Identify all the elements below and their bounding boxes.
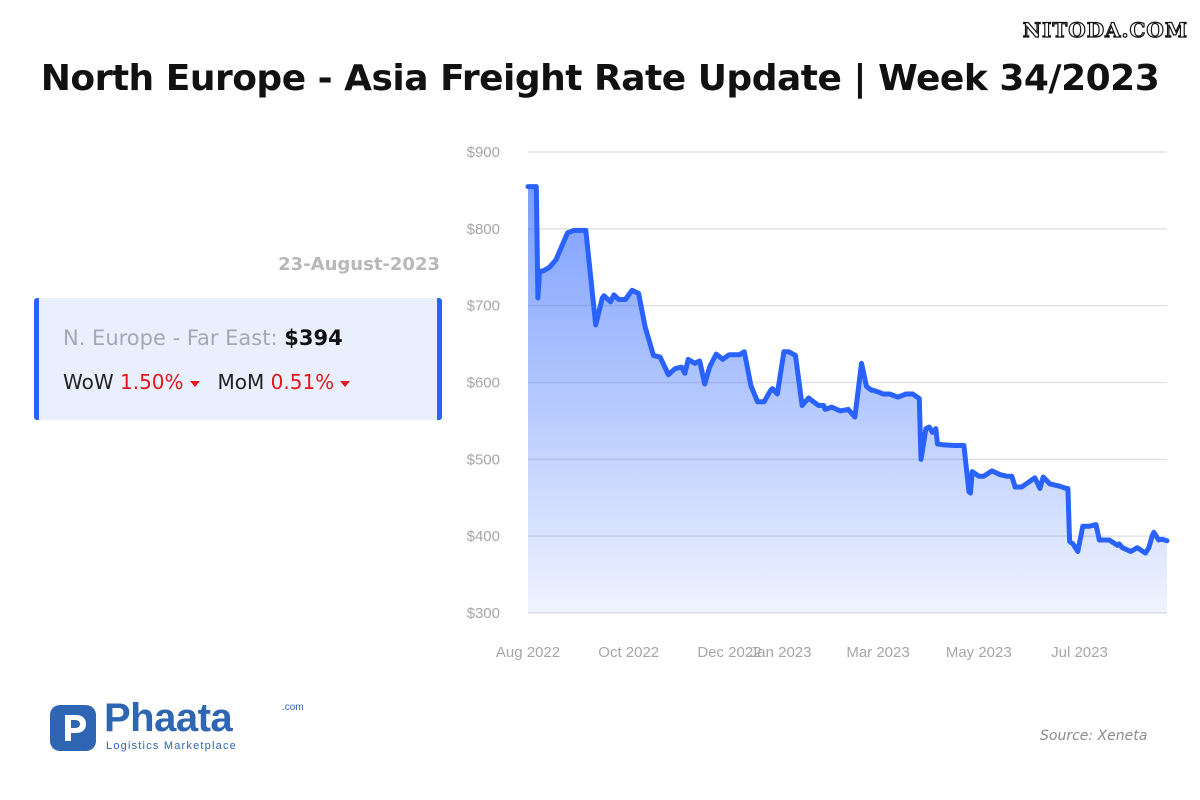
series-area [528,186,1167,613]
y-tick-label: $700 [467,298,500,315]
rate-summary-card: N. Europe - Far East: $394 WoW 1.50% MoM … [34,298,442,420]
brand-name: Phaata [104,696,233,740]
caret-down-icon [189,380,200,387]
watermark: NITODA.COM [1022,17,1188,42]
y-tick-label: $500 [467,451,500,468]
brand-tld: .com [282,702,304,713]
brand-p-icon [50,705,96,751]
brand-tagline: Logistics Marketplace [106,740,237,752]
source-note: Source: Xeneta [1040,728,1148,744]
y-tick-label: $400 [467,528,500,545]
y-tick-label: $900 [467,144,500,161]
x-tick-label: Oct 2022 [598,644,659,661]
page-title: North Europe - Asia Freight Rate Update … [40,58,1160,99]
mom-value: 0.51% [270,370,335,394]
wow-value: 1.50% [119,370,184,394]
route-value: $394 [284,326,343,350]
y-tick-label: $300 [467,605,500,622]
y-tick-label: $600 [467,375,500,392]
wow-label: WoW [63,370,114,394]
freight-rate-chart: $900 $800 $700 $600 $500 $400 $300 Aug 2022 Oct… [467,144,1170,661]
caret-down-icon [340,380,351,387]
x-tick-label: May 2023 [946,644,1012,661]
x-tick-label: Aug 2022 [496,644,560,661]
route-line: N. Europe - Far East: $394 [63,326,343,350]
mom-label: MoM [217,370,265,394]
y-tick-label: $800 [467,221,500,238]
x-tick-label: Jan 2023 [750,644,812,661]
x-tick-label: Jul 2023 [1051,644,1108,661]
series-line [525,184,1170,556]
date-label: 23-August-2023 [278,254,440,275]
route-label: N. Europe - Far East: [63,326,278,350]
brand-logo: Phaata .com Logistics Marketplace [50,696,304,760]
x-tick-label: Dec 2022 [697,644,761,661]
change-line: WoW 1.50% MoM 0.51% [63,370,368,394]
x-tick-label: Mar 2023 [846,644,909,661]
